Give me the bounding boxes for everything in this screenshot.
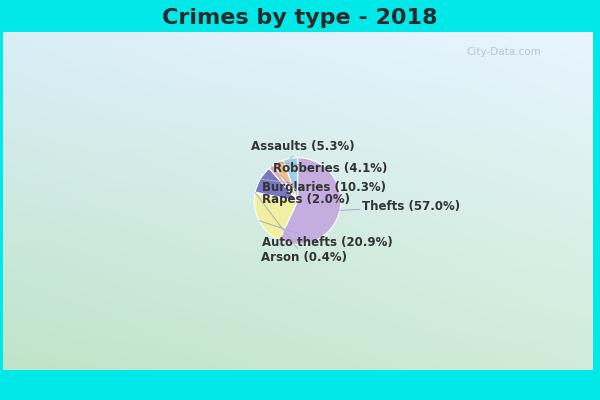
Text: Robberies (4.1%): Robberies (4.1%) [273, 162, 388, 175]
Wedge shape [254, 193, 298, 240]
Text: Rapes (2.0%): Rapes (2.0%) [262, 167, 350, 206]
Text: Arson (0.4%): Arson (0.4%) [255, 193, 347, 264]
Wedge shape [269, 165, 298, 201]
Text: Burglaries (10.3%): Burglaries (10.3%) [260, 179, 386, 194]
Wedge shape [279, 158, 341, 244]
Text: Assaults (5.3%): Assaults (5.3%) [251, 140, 355, 158]
Text: City-Data.com: City-Data.com [467, 47, 541, 57]
Wedge shape [283, 158, 298, 201]
Wedge shape [255, 168, 298, 201]
Text: Auto thefts (20.9%): Auto thefts (20.9%) [259, 221, 393, 250]
Text: Thefts (57.0%): Thefts (57.0%) [340, 200, 461, 213]
Wedge shape [255, 192, 298, 201]
Text: Crimes by type - 2018: Crimes by type - 2018 [162, 8, 438, 28]
Wedge shape [274, 160, 298, 201]
